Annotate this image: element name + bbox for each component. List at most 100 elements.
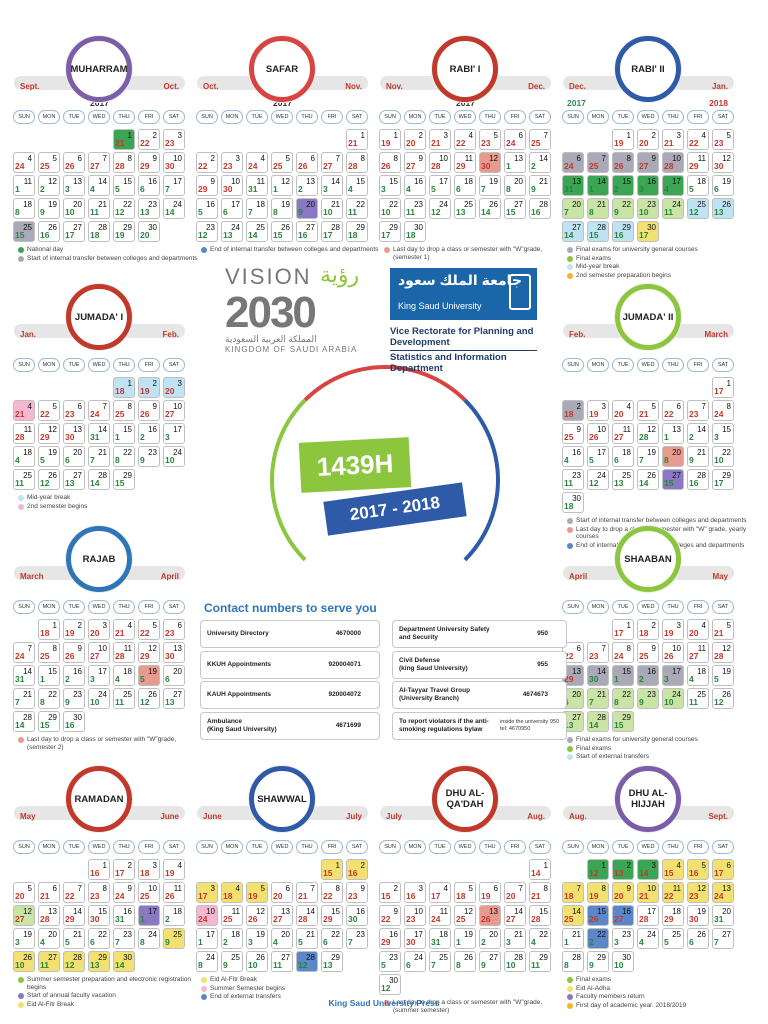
hijri-day: 28 <box>514 953 523 962</box>
legend-dot-icon <box>567 745 573 752</box>
day-cell: 22 11 <box>346 198 368 219</box>
weekday-wed: WED <box>454 840 476 854</box>
hijri-day: 11 <box>464 154 473 163</box>
day-cell: 15 2 <box>612 175 634 196</box>
gregorian-day: 17 <box>65 230 75 240</box>
day-cell: 30 18 <box>562 492 584 513</box>
gregorian-day: 25 <box>531 138 541 148</box>
day-cell: 23 13 <box>138 198 160 219</box>
hijri-day: 3 <box>601 402 606 411</box>
hijri-day: 14 <box>572 907 581 916</box>
weekday-wed: WED <box>637 358 659 372</box>
hijri-day: 7 <box>518 884 523 893</box>
gregorian-day: 11 <box>90 207 99 217</box>
weekday-fri: FRI <box>687 600 709 614</box>
day-cell: 5 21 <box>712 619 734 640</box>
day-cell: 17 30 <box>404 928 426 949</box>
day-cell: 11 27 <box>687 642 709 663</box>
weekday-sat: SAT <box>712 600 734 614</box>
hijri-day: 11 <box>231 907 240 916</box>
day-cell: 24 14 <box>163 198 185 219</box>
gregorian-month-end: Aug. <box>527 812 545 821</box>
day-cell: 18 31 <box>429 928 451 949</box>
contact-row: To report violators if the anti-smoking … <box>392 712 567 740</box>
legend-text: Final exams <box>576 744 612 752</box>
gregorian-day: 30 <box>589 674 599 684</box>
gregorian-day: 20 <box>140 230 150 240</box>
hijri-day: 21 <box>597 200 606 209</box>
day-cell: 25 12 <box>687 198 709 219</box>
hijri-day: 27 <box>722 930 731 939</box>
hijri-day: 19 <box>48 448 57 457</box>
gregorian-day: 25 <box>40 651 50 661</box>
gregorian-day: 1 <box>140 914 145 924</box>
hijri-day: 4 <box>443 884 448 893</box>
day-cell: 20 2 <box>479 928 501 949</box>
ksu-logo: جامعة الملك سعود King Saud University <box>390 268 537 320</box>
gregorian-day: 27 <box>506 914 516 924</box>
hijri-day: 3 <box>676 131 681 140</box>
hijri-day: 14 <box>514 907 523 916</box>
hijri-day: 2 <box>77 621 82 630</box>
weekday-fri: FRI <box>138 600 160 614</box>
hijri-day: 23 <box>647 690 656 699</box>
gregorian-day: 19 <box>381 138 391 148</box>
gregorian-day: 16 <box>689 478 699 488</box>
gregorian-day: 5 <box>65 937 70 947</box>
hijri-day: 7 <box>27 644 32 653</box>
vision-word: VISION <box>225 264 312 289</box>
gregorian-day: 10 <box>90 697 100 707</box>
gregorian-day: 2 <box>639 674 644 684</box>
hijri-day: 1 <box>335 861 340 870</box>
hijri-day: 2 <box>152 379 157 388</box>
gregorian-day: 9 <box>40 207 45 217</box>
contact-row: University Directory 4670000 <box>200 620 380 648</box>
hijri-day: 1 <box>726 379 731 388</box>
gregorian-day: 22 <box>65 891 75 901</box>
hijri-day: 16 <box>148 177 157 186</box>
gregorian-day: 27 <box>15 914 25 924</box>
day-cell: 10 26 <box>587 423 609 444</box>
day-cell: 29 13 <box>88 951 110 972</box>
legend-text: Final exams for university general cours… <box>576 246 698 253</box>
hijri-day: 6 <box>676 402 681 411</box>
day-cell: 23 3 <box>612 928 634 949</box>
weekday-header: SUN MON TUE WED THU FRI SAT <box>12 110 187 126</box>
legend-dot-icon <box>567 272 573 279</box>
hijri-day: 24 <box>148 930 157 939</box>
month-legend: Last day to drop a class or semester wit… <box>384 246 564 262</box>
weekday-sun: SUN <box>379 840 401 854</box>
legend-item: Summer semester preparation and electron… <box>18 976 198 991</box>
gregorian-day: 1 <box>564 937 569 947</box>
gregorian-day: 23 <box>689 891 699 901</box>
hijri-day: 17 <box>173 425 182 434</box>
day-cell: 29 15 <box>612 711 634 732</box>
hijri-day: 9 <box>651 154 656 163</box>
legend-dot-icon <box>567 985 573 992</box>
day-cell: 7 23 <box>587 642 609 663</box>
gregorian-day: 18 <box>140 868 150 878</box>
hijri-day: 14 <box>597 667 606 676</box>
gregorian-day: 16 <box>531 207 541 217</box>
gregorian-day: 26 <box>381 161 391 171</box>
day-cell: 24 4 <box>637 928 659 949</box>
day-cell: 1 18 <box>38 619 60 640</box>
day-cell: 20 8 <box>662 446 684 467</box>
gregorian-day: 29 <box>140 651 150 661</box>
gregorian-day: 9 <box>639 697 644 707</box>
day-cell: 10 30 <box>221 175 243 196</box>
legend-item: End of external transfers <box>201 993 381 1001</box>
gregorian-day: 16 <box>348 868 358 878</box>
day-cell: 5 16 <box>687 859 709 880</box>
gregorian-day: 8 <box>140 937 145 947</box>
gregorian-day: 24 <box>90 409 100 419</box>
gregorian-day: 2 <box>223 937 228 947</box>
gregorian-day: 18 <box>348 230 358 240</box>
day-cell: 14 28 <box>296 905 318 926</box>
day-cell: 19 9 <box>38 198 60 219</box>
hijri-day: 9 <box>127 884 132 893</box>
day-cell: 27 11 <box>38 951 60 972</box>
hijri-day: 10 <box>597 425 606 434</box>
